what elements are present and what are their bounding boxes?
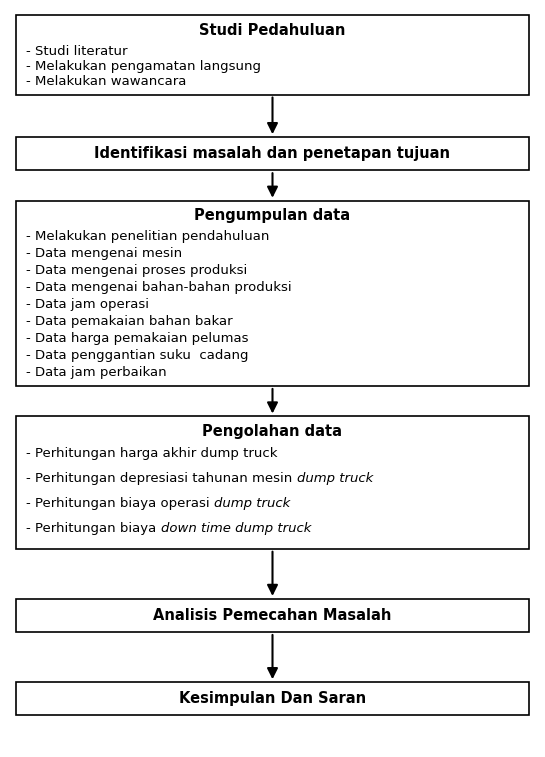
Bar [16,599,529,632]
Text: - Data mengenai bahan-bahan produksi: - Data mengenai bahan-bahan produksi [26,281,292,294]
Text: - Data jam operasi: - Data jam operasi [26,298,149,311]
Text: - Data jam perbaikan: - Data jam perbaikan [26,366,167,378]
Text: - Perhitungan biaya: - Perhitungan biaya [26,522,161,534]
Bar [16,682,529,715]
Text: Identifikasi masalah dan penetapan tujuan: Identifikasi masalah dan penetapan tujua… [94,146,451,161]
Text: Pengolahan data: Pengolahan data [203,424,342,439]
Bar [16,416,529,549]
Text: - Data pemakaian bahan bakar: - Data pemakaian bahan bakar [26,315,233,328]
Text: - Perhitungan biaya operasi: - Perhitungan biaya operasi [26,497,214,510]
Text: Kesimpulan Dan Saran: Kesimpulan Dan Saran [179,691,366,706]
Text: - Studi literatur: - Studi literatur [26,45,128,58]
Text: - Perhitungan harga akhir dump truck: - Perhitungan harga akhir dump truck [26,447,277,460]
Text: - Data mengenai proses produksi: - Data mengenai proses produksi [26,264,247,277]
Text: Analisis Pemecahan Masalah: Analisis Pemecahan Masalah [153,608,392,623]
Text: - Melakukan wawancara: - Melakukan wawancara [26,76,186,89]
Text: - Melakukan penelitian pendahuluan: - Melakukan penelitian pendahuluan [26,230,270,244]
Text: dump truck: dump truck [214,497,290,510]
Text: - Perhitungan depresiasi tahunan mesin: - Perhitungan depresiasi tahunan mesin [26,472,296,485]
Bar [16,137,529,170]
Text: - Data mengenai mesin: - Data mengenai mesin [26,248,182,260]
Bar [16,201,529,386]
Text: Pengumpulan data: Pengumpulan data [195,208,350,223]
Bar [16,15,529,95]
Text: dump truck: dump truck [296,472,373,485]
Text: - Data harga pemakaian pelumas: - Data harga pemakaian pelumas [26,332,249,345]
Text: down time dump truck: down time dump truck [161,522,311,534]
Text: Studi Pedahuluan: Studi Pedahuluan [199,23,346,38]
Text: - Data penggantian suku  cadang: - Data penggantian suku cadang [26,349,249,362]
Text: - Melakukan pengamatan langsung: - Melakukan pengamatan langsung [26,60,261,73]
